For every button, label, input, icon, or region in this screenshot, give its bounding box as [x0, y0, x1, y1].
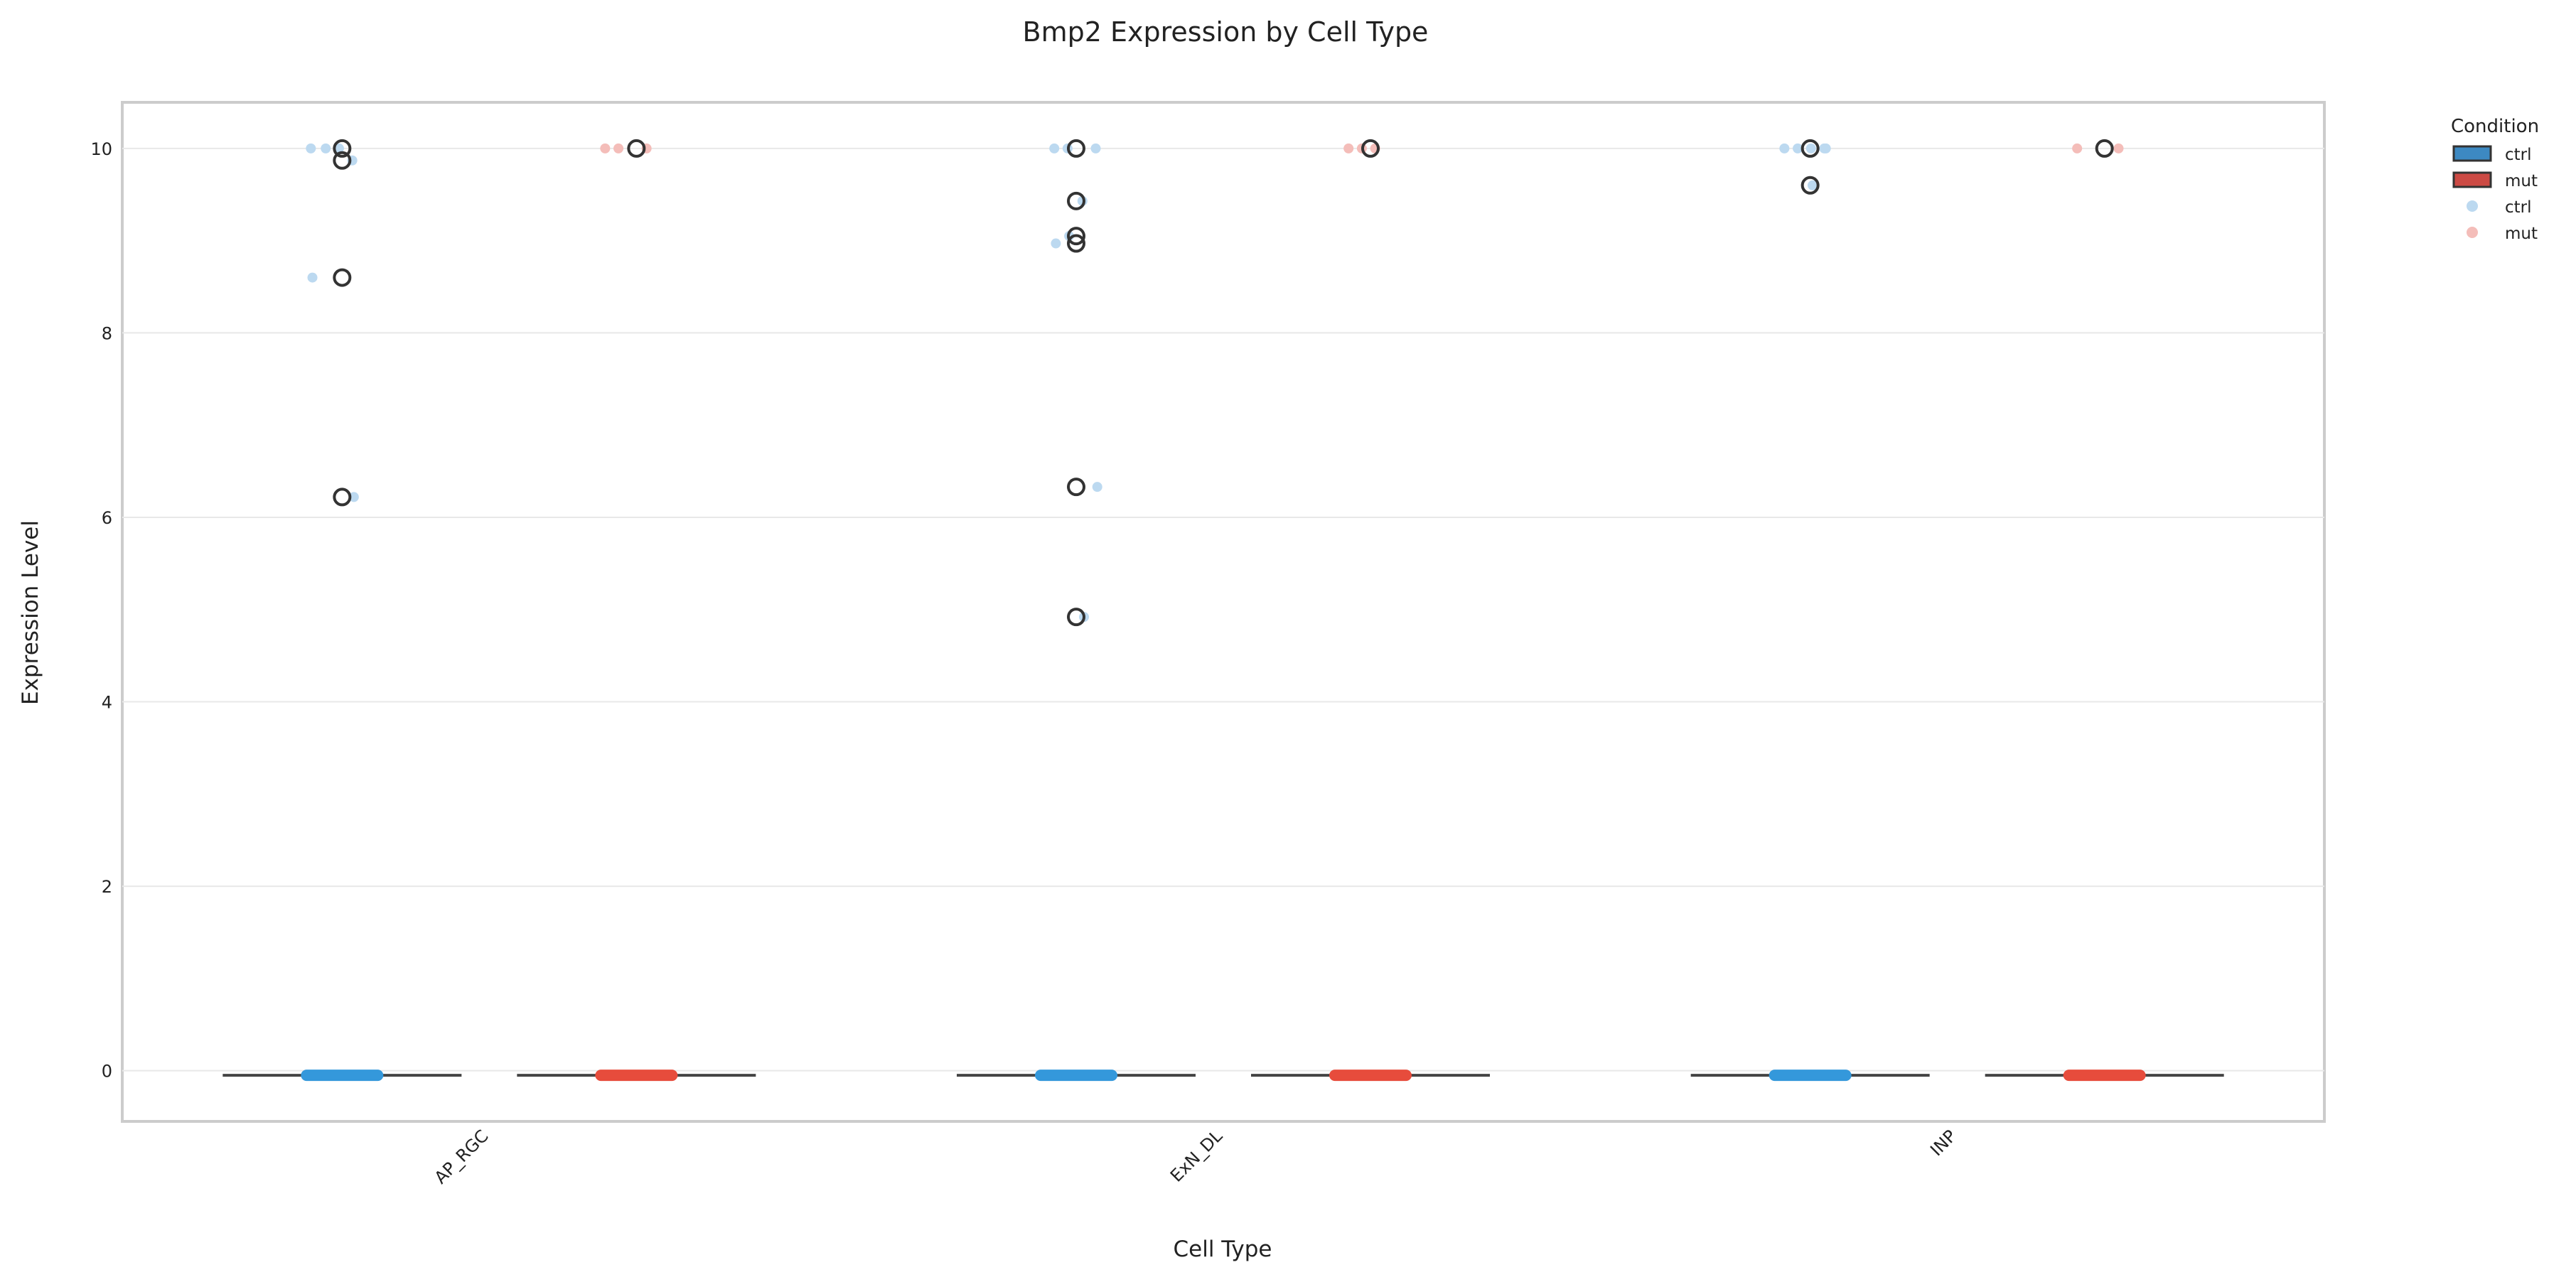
- strip-point: [2113, 143, 2124, 153]
- outlier-marker: [1067, 191, 1085, 210]
- outlier-marker: [1800, 176, 1820, 195]
- strip-point: [2072, 143, 2083, 153]
- legend-label: mut: [2505, 225, 2538, 243]
- y-tick-label: 0: [102, 1062, 112, 1082]
- outlier-marker: [1361, 139, 1380, 158]
- x-tick-label: INP: [1926, 1126, 1960, 1160]
- outlier-marker: [1067, 139, 1085, 158]
- outlier-marker: [1067, 478, 1085, 497]
- x-tick-label: AP_RGC: [431, 1126, 493, 1187]
- x-tick-labels: AP_RGC ExN_DL INP: [431, 1126, 1960, 1187]
- y-tick-labels: 0 2 4 6 8 10: [90, 139, 112, 1082]
- y-axis-label: Expression Level: [18, 520, 43, 705]
- outlier-marker: [1067, 608, 1085, 627]
- strip-point: [1343, 143, 1354, 153]
- y-tick-label: 4: [102, 693, 112, 713]
- legend-label: ctrl: [2505, 198, 2532, 217]
- legend-box-swatch: [2452, 171, 2492, 188]
- outlier-marker: [333, 488, 352, 507]
- strip-point: [1090, 143, 1101, 153]
- strip-point: [1807, 180, 1818, 190]
- chart-title: Bmp2 Expression by Cell Type: [1023, 16, 1429, 48]
- zero-point-cluster: [1769, 1070, 1852, 1082]
- zero-point-cluster: [595, 1070, 678, 1082]
- y-tick-label: 10: [90, 139, 112, 159]
- legend-title: Condition: [2451, 116, 2539, 137]
- legend: Condition ctrl mut ctrl mut: [2451, 116, 2539, 243]
- zero-point-cluster: [1329, 1070, 1412, 1082]
- outlier-marker: [333, 151, 352, 170]
- y-tick-label: 8: [102, 323, 112, 343]
- x-axis-label: Cell Type: [1173, 1237, 1272, 1262]
- x-tick-label: ExN_DL: [1166, 1126, 1227, 1186]
- outlier-markers: [333, 139, 2114, 627]
- strip-point: [348, 492, 359, 502]
- zero-point-cluster: [2063, 1070, 2146, 1082]
- legend-label: mut: [2505, 172, 2538, 190]
- strip-point: [333, 143, 344, 153]
- legend-point-swatch: [2467, 200, 2478, 212]
- outlier-marker: [1067, 227, 1085, 246]
- outlier-marker: [333, 139, 352, 158]
- strip-point: [1049, 143, 1060, 153]
- outlier-marker: [333, 268, 352, 287]
- outlier-marker: [2095, 139, 2114, 158]
- legend-label: ctrl: [2505, 146, 2532, 164]
- plot-area: [121, 101, 2326, 1123]
- legend-point-swatch: [2467, 227, 2478, 238]
- strip-point: [600, 143, 611, 153]
- strip-point: [1092, 482, 1102, 492]
- grid-lines: [122, 147, 2324, 1072]
- zero-point-cluster: [301, 1070, 384, 1082]
- strip-point: [307, 272, 318, 283]
- outlier-marker: [1800, 139, 1820, 158]
- strip-point: [306, 143, 316, 153]
- outlier-marker: [1067, 234, 1085, 253]
- y-tick-label: 2: [102, 877, 112, 897]
- strip-point: [1779, 143, 1790, 153]
- strip-point: [321, 143, 331, 153]
- strip-point: [1051, 238, 1061, 249]
- strip-point: [613, 143, 624, 153]
- legend-box-swatch: [2452, 145, 2492, 162]
- strip-point: [1805, 143, 1816, 153]
- outlier-marker: [627, 139, 646, 158]
- y-tick-label: 6: [102, 508, 112, 528]
- strip-point: [1793, 143, 1803, 153]
- strip-point: [1820, 143, 1831, 153]
- zero-point-cluster: [1035, 1070, 1117, 1082]
